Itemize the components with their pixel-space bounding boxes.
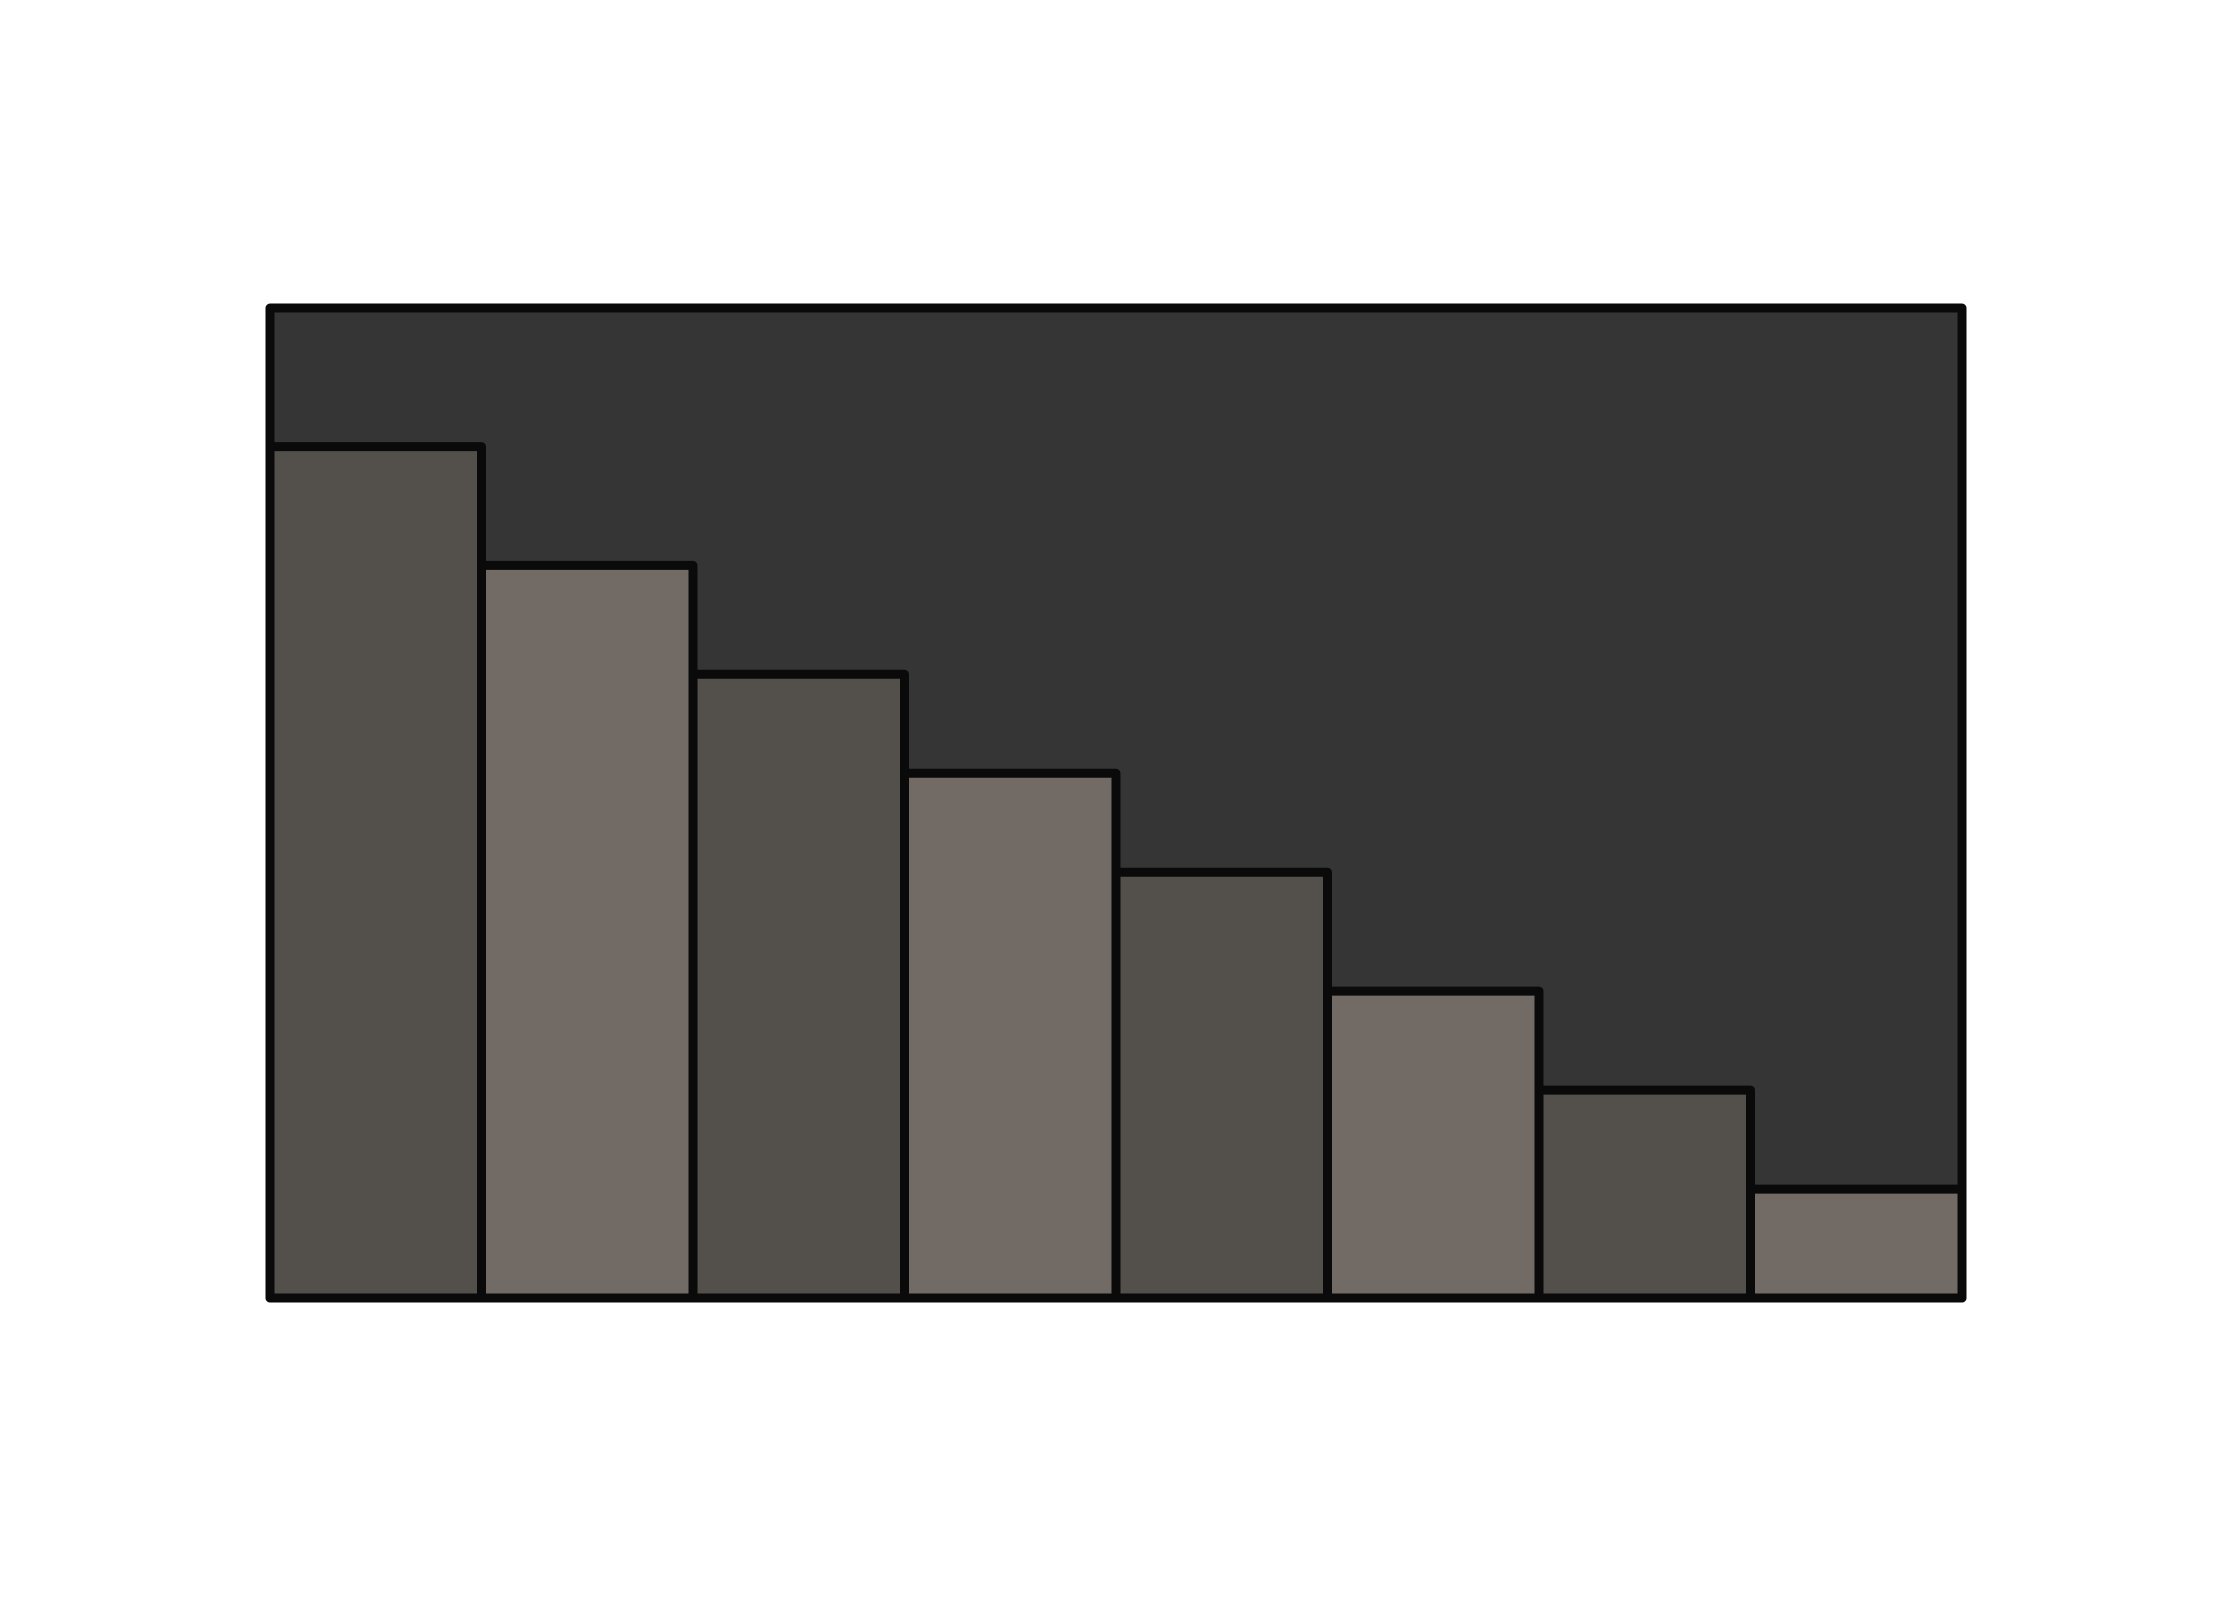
bar-4 (900, 768, 1121, 1303)
bar-6 (1323, 986, 1544, 1303)
bars-group (265, 442, 1967, 1303)
bar-7 (1534, 1085, 1755, 1303)
plot-area-frame (265, 303, 1967, 1303)
bar-8 (1746, 1184, 1967, 1303)
bar-2 (477, 560, 698, 1303)
bar-1 (265, 442, 486, 1303)
bar-5 (1111, 867, 1332, 1303)
bar-3 (688, 669, 909, 1303)
